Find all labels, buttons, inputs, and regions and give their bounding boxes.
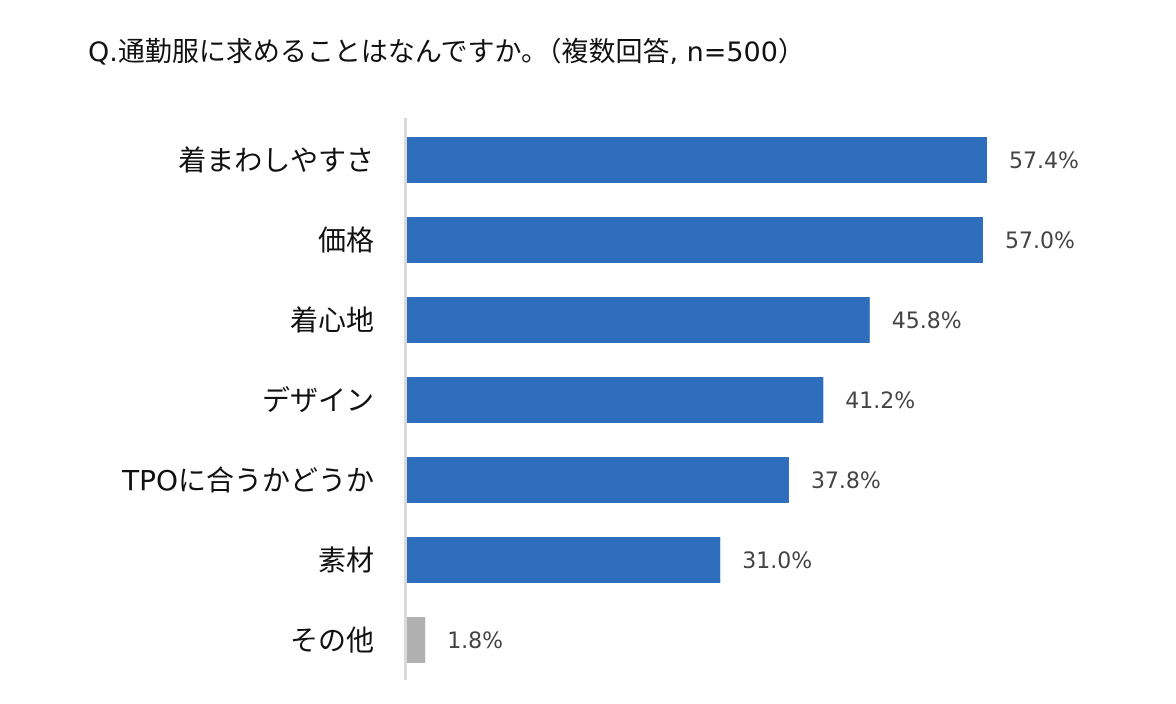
category-label: 着心地: [290, 304, 374, 337]
category-label: 価格: [318, 224, 374, 257]
bar: [407, 537, 721, 583]
bar: [407, 377, 824, 423]
value-label: 57.0%: [1005, 229, 1075, 254]
category-label: TPOに合うかどうか: [121, 464, 374, 497]
value-label: 57.4%: [1009, 149, 1079, 174]
bar: [407, 137, 987, 183]
value-label: 1.8%: [447, 629, 503, 654]
category-label: デザイン: [262, 384, 374, 417]
category-label: 着まわしやすさ: [178, 144, 374, 177]
bar: [407, 217, 983, 263]
bar: [407, 457, 789, 503]
value-label: 37.8%: [811, 469, 881, 494]
category-label: 素材: [318, 544, 374, 577]
category-label: その他: [290, 624, 374, 657]
chart-title: Q.通勤服に求めることはなんですか。（複数回答, n=500）: [88, 37, 805, 68]
value-label: 31.0%: [742, 549, 812, 574]
bar: [407, 617, 426, 663]
value-label: 45.8%: [892, 309, 962, 334]
value-label: 41.2%: [845, 389, 915, 414]
bar: [407, 297, 870, 343]
